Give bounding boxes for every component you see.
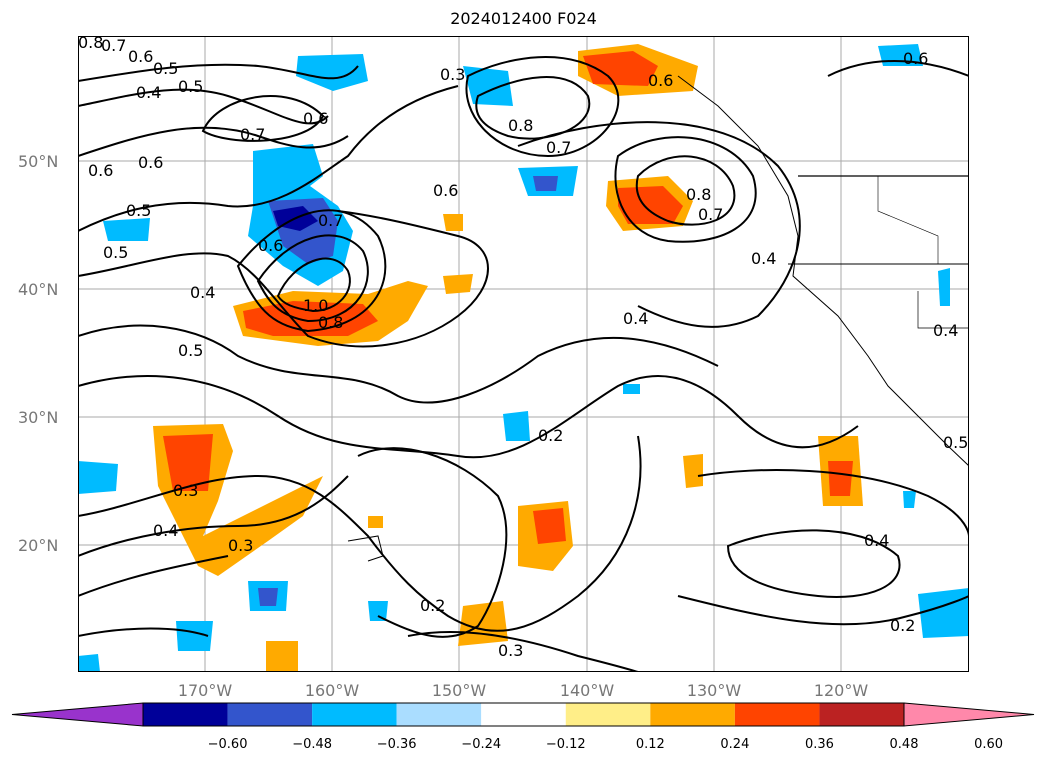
contour-label: 0.4	[153, 521, 178, 540]
colorbar-tick-label: −0.36	[376, 737, 417, 752]
contour-label-group: 0.8 0.7 0.6 0.5 0.4 0.5 0.6 0.6 0.5 0.7 …	[78, 36, 968, 660]
colorbar-segment	[734, 703, 820, 726]
anomaly-blue-n1	[296, 54, 368, 91]
lon-label-130w: 130°W	[686, 681, 742, 700]
lon-label-170w: 170°W	[177, 681, 233, 700]
contour-label: 0.6	[128, 47, 153, 66]
lat-label-40n: 40°N	[18, 280, 59, 299]
contour-label: 0.7	[101, 36, 126, 55]
colorbar-segment	[143, 703, 228, 726]
contour-label: 0.8	[508, 116, 533, 135]
colorbar-segment	[650, 703, 735, 726]
contour-label: 0.4	[190, 283, 215, 302]
anomaly-red-gulf	[618, 186, 683, 224]
contour-label: 0.6	[88, 161, 113, 180]
contour-label: 0.8	[318, 313, 343, 332]
colorbar-tick-label: 0.24	[720, 737, 750, 752]
colorbar-tick-label: −0.60	[207, 737, 248, 752]
contour-label: 0.5	[178, 341, 203, 360]
coastlines	[347, 75, 969, 562]
lon-label-120w: 120°W	[813, 681, 869, 700]
colorbar-segment	[312, 703, 397, 726]
contour-label: 0.7	[546, 138, 571, 157]
contour-label: 0.6	[648, 71, 673, 90]
colorbar-tick-label: −0.12	[545, 737, 586, 752]
contour-label: 0.2	[420, 596, 445, 615]
contour-label: 0.3	[498, 641, 523, 660]
colorbar-tick-label: 0.36	[804, 737, 834, 752]
contour-label: 0.8	[78, 36, 103, 52]
lon-label-160w: 160°W	[304, 681, 360, 700]
contour-label: 0.7	[240, 125, 265, 144]
contour-label: 1.0	[303, 296, 328, 315]
anomaly-red-alaska	[583, 51, 658, 86]
colorbar-segment	[819, 703, 904, 726]
colorbar-tick-label: −0.24	[461, 737, 502, 752]
contour-label: 0.8	[686, 185, 711, 204]
contour-label: 0.7	[318, 211, 343, 230]
contour-label: 0.6	[303, 109, 328, 128]
contour-label: 0.5	[178, 77, 203, 96]
colorbar-extend-high	[903, 702, 1035, 727]
contour-label: 0.4	[136, 83, 161, 102]
contour-label: 0.5	[126, 201, 151, 220]
colorbar-segments	[11, 702, 1035, 727]
contour-label: 0.6	[138, 153, 163, 172]
colorbar-tick-label: −0.48	[292, 737, 333, 752]
contour-label: 0.5	[943, 433, 968, 452]
contour-label: 0.7	[698, 205, 723, 224]
map-plot-area[interactable]: 0.8 0.7 0.6 0.5 0.4 0.5 0.6 0.6 0.5 0.7 …	[78, 36, 969, 672]
contour-label: 0.2	[890, 616, 915, 635]
contour-label: 0.3	[173, 481, 198, 500]
colorbar-outline	[142, 702, 905, 727]
colorbar-segment	[396, 703, 482, 726]
map-title: 2024012400 F024	[450, 9, 597, 28]
colorbar-segment	[481, 703, 566, 726]
contour-label: 0.4	[751, 249, 776, 268]
anomaly-red-sub	[533, 508, 566, 544]
contour-label: 0.3	[228, 536, 253, 555]
contour-label: 0.3	[440, 65, 465, 84]
anomaly-red-main	[243, 301, 378, 336]
lon-label-150w: 150°W	[431, 681, 487, 700]
lon-label-140w: 140°W	[559, 681, 615, 700]
colorbar-tick-label: 0.60	[974, 737, 1004, 752]
contour-label: 0.6	[258, 236, 283, 255]
forecast-map-svg: 0.8 0.7 0.6 0.5 0.4 0.5 0.6 0.6 0.5 0.7 …	[78, 36, 969, 672]
colorbar-tick-label: 0.12	[635, 737, 665, 752]
anomaly-blue-n2	[463, 66, 513, 106]
contour-label: 0.4	[933, 321, 958, 340]
contour-lines	[78, 56, 969, 672]
lat-label-50n: 50°N	[18, 152, 59, 171]
colorbar-segment	[565, 703, 651, 726]
lat-label-30n: 30°N	[18, 408, 59, 427]
lat-label-20n: 20°N	[18, 536, 59, 555]
contour-label: 0.2	[538, 426, 563, 445]
colorbar-segment	[227, 703, 313, 726]
anomaly-red-west	[163, 434, 213, 491]
contour-label: 0.4	[864, 531, 889, 550]
contour-label: 0.5	[153, 59, 178, 78]
colorbar-extend-low	[11, 702, 144, 727]
contour-label: 0.5	[103, 243, 128, 262]
contour-label: 0.6	[903, 49, 928, 68]
contour-label: 0.6	[433, 181, 458, 200]
contour-label: 0.4	[623, 309, 648, 328]
colorbar-tick-label: 0.48	[889, 737, 919, 752]
